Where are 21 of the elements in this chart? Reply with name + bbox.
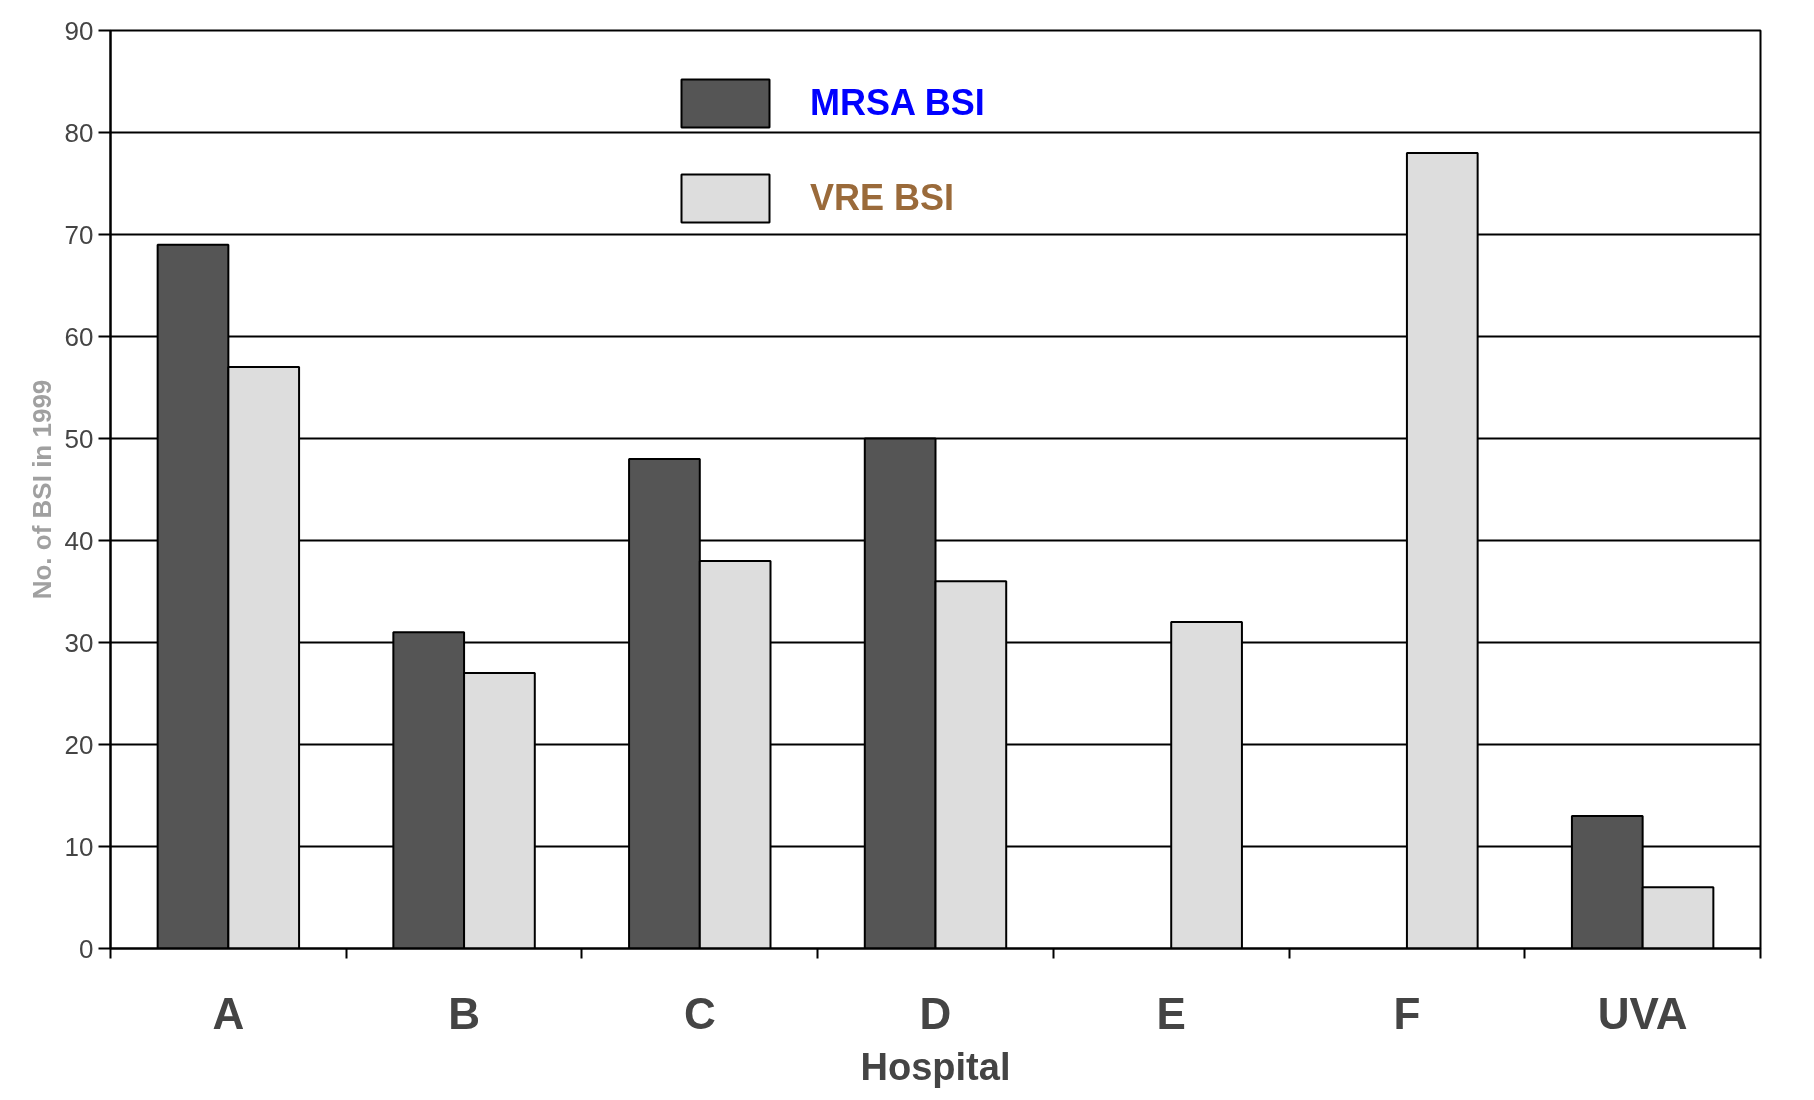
x-tick-label: UVA (1597, 988, 1688, 1038)
y-tick-label: 20 (64, 729, 94, 760)
y-tick-label: 40 (64, 525, 94, 556)
legend-label: MRSA BSI (810, 82, 985, 124)
x-axis-title: Hospital (860, 1045, 1011, 1088)
x-tick-label: E (1156, 988, 1186, 1038)
legend-label: VRE BSI (810, 177, 955, 219)
x-tick-label: F (1393, 988, 1421, 1038)
x-tick-label: C (683, 988, 716, 1038)
x-tick-label: B (448, 988, 480, 1038)
y-tick-label: 60 (64, 321, 94, 352)
y-tick-label: 90 (64, 15, 94, 46)
y-tick-label: 70 (64, 219, 94, 250)
x-tick-label: D (919, 988, 952, 1038)
y-tick-label: 0 (79, 933, 94, 964)
y-tick-label: 80 (64, 117, 94, 148)
y-axis-title: No. of BSI in 1999 (26, 379, 57, 600)
y-tick-label: 10 (64, 831, 94, 862)
x-tick-label: A (212, 988, 245, 1038)
y-tick-label: 30 (64, 627, 94, 658)
y-tick-label: 50 (64, 423, 94, 454)
